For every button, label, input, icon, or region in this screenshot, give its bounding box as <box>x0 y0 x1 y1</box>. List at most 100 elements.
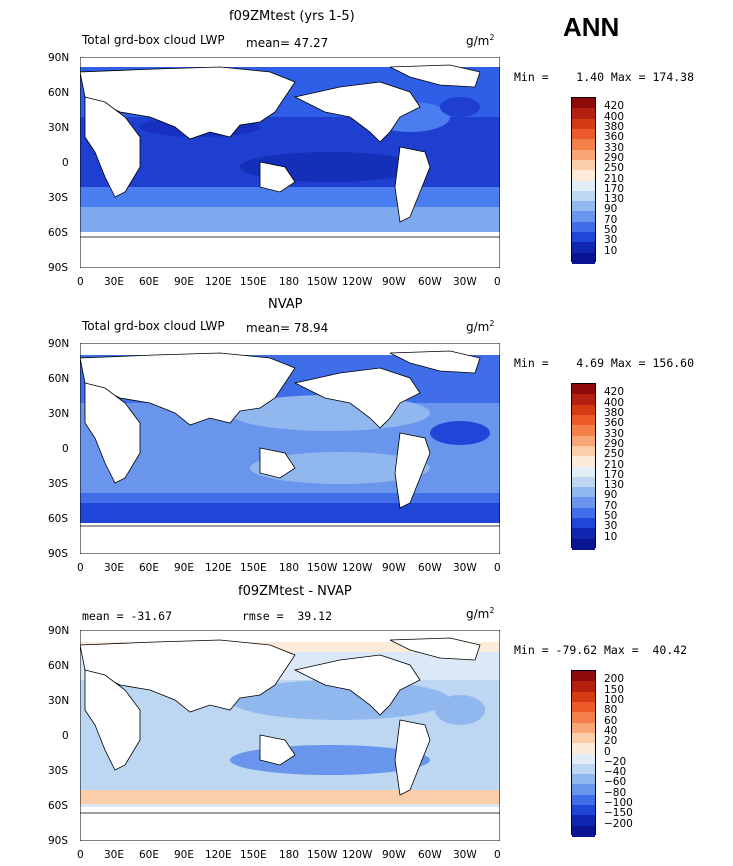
panel-mid-variable-label: Total grd-box cloud LWP <box>82 319 225 333</box>
colorbar-label: 380 <box>604 120 625 133</box>
colorbar-swatch <box>572 159 595 171</box>
colorbar-label: 290 <box>604 437 625 450</box>
colorbar-label: −80 <box>604 786 627 799</box>
colorbar-swatch <box>572 476 595 488</box>
colorbar-label: 170 <box>604 182 625 195</box>
panel-bot-map <box>80 630 500 841</box>
panel-top-variable-label: Total grd-box cloud LWP <box>82 33 225 47</box>
colorbar-swatch <box>572 149 595 161</box>
panel-mid-lat-tick: 30S <box>48 478 69 490</box>
colorbar-label: 150 <box>604 683 625 696</box>
panel-mid-lat-tick: 90S <box>48 548 69 560</box>
colorbar-swatch <box>572 763 595 775</box>
colorbar-swatch <box>572 170 595 181</box>
colorbar-swatch <box>572 518 595 529</box>
panel-top-mean-label: mean= 47.27 <box>246 36 329 50</box>
colorbar-swatch <box>572 180 595 192</box>
colorbar-label: 290 <box>604 151 625 164</box>
panel-top-title: f09ZMtest (yrs 1-5) <box>229 9 355 24</box>
colorbar-label: 200 <box>604 673 625 686</box>
panel-bot-lat-tick: 30S <box>48 765 69 777</box>
panel-bot-units: g/m2 <box>466 606 495 621</box>
panel-top-lat-tick: 30N <box>48 122 70 134</box>
colorbar-label: 210 <box>604 172 625 185</box>
panel-bot-rmse-label: rmse = 39.12 <box>242 609 333 623</box>
colorbar-label: 380 <box>604 406 625 419</box>
panel-mid-title: NVAP <box>268 297 303 312</box>
colorbar-label: −20 <box>604 755 627 768</box>
colorbar-swatch <box>572 466 595 478</box>
colorbar-swatch <box>572 108 595 120</box>
colorbar-label: 80 <box>604 704 618 717</box>
colorbar-label: 400 <box>604 110 625 123</box>
panel-top-lon-axis: 0 30E 60E 90E 120E 150E 180 150W 120W 90… <box>77 276 501 288</box>
colorbar-label: 70 <box>604 213 618 226</box>
panel-mid-colorbar <box>571 383 596 550</box>
panel-mid-lat-tick: 90N <box>48 338 70 350</box>
colorbar-label: 100 <box>604 693 625 706</box>
panel-mid-lon-axis: 0 30E 60E 90E 120E 150E 180 150W 120W 90… <box>77 562 501 574</box>
colorbar-label: 360 <box>604 417 625 430</box>
colorbar-swatch <box>572 384 595 395</box>
panel-top-lat-tick: 90S <box>48 262 69 274</box>
colorbar-label: 420 <box>604 386 625 399</box>
colorbar-swatch <box>572 753 595 765</box>
panel-bot-lat-tick: 60S <box>48 800 69 812</box>
panel-mid-minmax: Min = 4.69 Max = 156.60 <box>514 356 695 370</box>
panel-bot-lat-tick: 30N <box>48 695 70 707</box>
colorbar-swatch <box>572 671 595 682</box>
colorbar-swatch <box>572 242 595 254</box>
panel-top-lat-tick: 90N <box>48 52 70 64</box>
panel-bot-lat-tick: 60N <box>48 660 70 672</box>
panel-bot-lat-tick: 90S <box>48 835 69 847</box>
colorbar-swatch <box>572 487 595 498</box>
colorbar-swatch <box>572 825 595 837</box>
colorbar-swatch <box>572 128 595 140</box>
colorbar-label: −150 <box>604 807 633 820</box>
colorbar-label: 70 <box>604 499 618 512</box>
colorbar-swatch <box>572 232 595 243</box>
colorbar-swatch <box>572 404 595 416</box>
colorbar-label: 40 <box>604 724 618 737</box>
panel-mid-mean-label: mean= 78.94 <box>246 321 329 335</box>
colorbar-swatch <box>572 722 595 734</box>
colorbar-swatch <box>572 497 595 509</box>
panel-top-map <box>80 57 500 268</box>
colorbar-swatch <box>572 701 595 713</box>
colorbar-label: 30 <box>604 234 618 247</box>
colorbar-label: 400 <box>604 396 625 409</box>
panel-mid-lat-tick: 0 <box>62 443 69 455</box>
colorbar-label: 360 <box>604 131 625 144</box>
panel-bot-lon-axis: 0 30E 60E 90E 120E 150E 180 150W 120W 90… <box>77 849 501 861</box>
colorbar-swatch <box>572 252 595 264</box>
panel-top-lat-tick: 60S <box>48 227 69 239</box>
colorbar-swatch <box>572 456 595 467</box>
colorbar-swatch <box>572 98 595 109</box>
panel-bot-title: f09ZMtest - NVAP <box>238 584 352 599</box>
colorbar-label: 210 <box>604 458 625 471</box>
colorbar-swatch <box>572 394 595 406</box>
colorbar-label: −100 <box>604 797 633 810</box>
colorbar-label: 250 <box>604 162 625 175</box>
panel-top-lat-tick: 60N <box>48 87 70 99</box>
colorbar-swatch <box>572 538 595 550</box>
colorbar-swatch <box>572 743 595 754</box>
panel-top-lat-tick: 30S <box>48 192 69 204</box>
colorbar-label: 10 <box>604 530 618 543</box>
panel-mid-units: g/m2 <box>466 319 495 334</box>
panel-bot-colorbar <box>571 670 596 837</box>
colorbar-swatch <box>572 201 595 212</box>
colorbar-label: 30 <box>604 520 618 533</box>
panel-bot-lat-tick: 90N <box>48 625 70 637</box>
colorbar-swatch <box>572 774 595 785</box>
colorbar-swatch <box>572 528 595 540</box>
colorbar-swatch <box>572 445 595 457</box>
colorbar-swatch <box>572 507 595 519</box>
panel-top-colorbar <box>571 97 596 264</box>
colorbar-label: 330 <box>604 141 625 154</box>
colorbar-label: 50 <box>604 224 618 237</box>
colorbar-swatch <box>572 784 595 796</box>
colorbar-label: 170 <box>604 468 625 481</box>
colorbar-label: 10 <box>604 244 618 257</box>
colorbar-label: 250 <box>604 448 625 461</box>
